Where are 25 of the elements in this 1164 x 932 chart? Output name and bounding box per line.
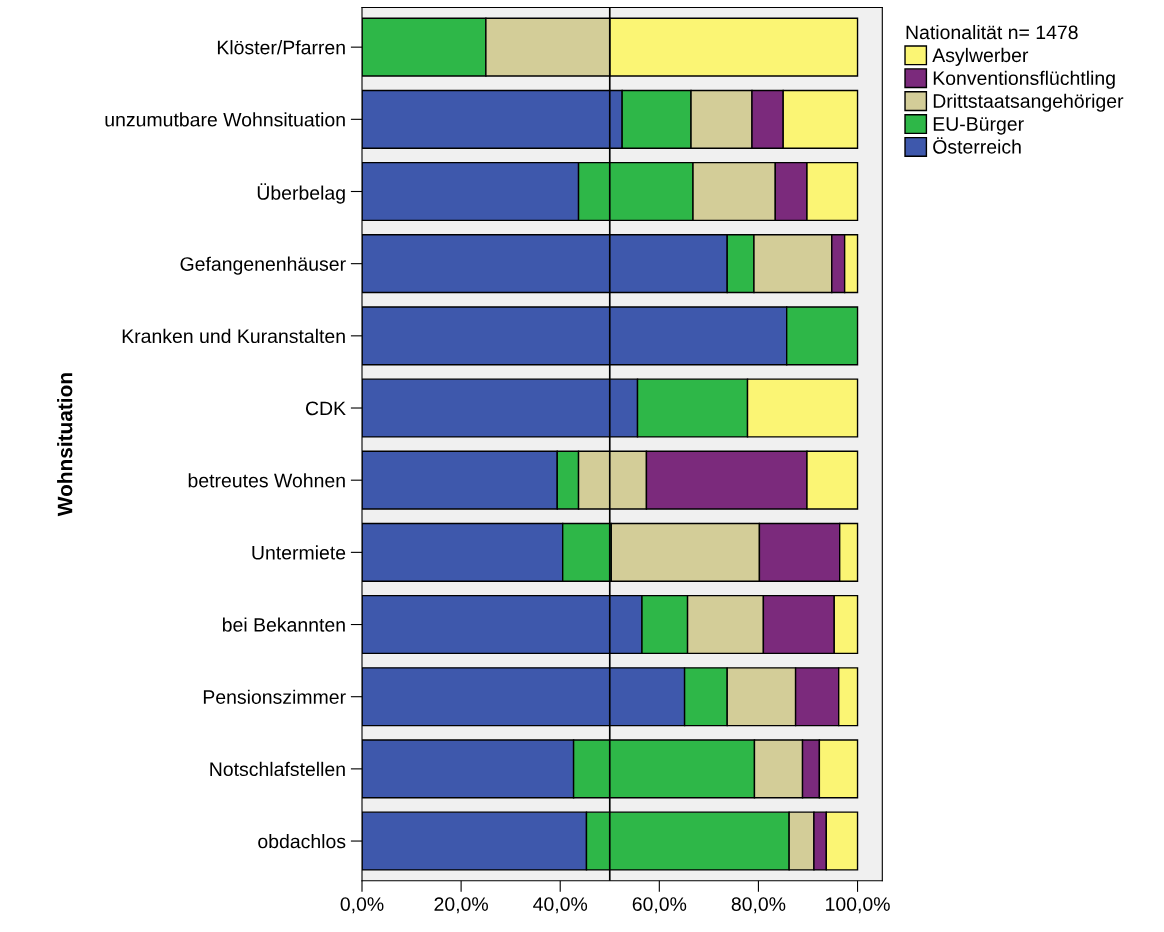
x-tick-label: 20,0% <box>434 897 488 914</box>
y-tick-label: betreutes Wohnen <box>188 473 345 488</box>
y-axis-title: Wohnsituation <box>57 373 73 517</box>
y-tick-label: Kranken und Kuranstalten <box>122 328 345 344</box>
y-tick-label: bei Bekannten <box>222 617 345 632</box>
x-tick-label: 80,0% <box>731 897 786 914</box>
x-tick-label: 60,0% <box>632 897 687 914</box>
legend-label: Konventionsflüchtling <box>933 70 1115 89</box>
x-tick-label: 0,0% <box>340 897 384 914</box>
x-tick-label: 40,0% <box>533 897 588 914</box>
legend-label: EU-Bürger <box>933 117 1024 135</box>
y-tick-label: Gefangenenhäuser <box>180 256 346 275</box>
legend-title: Nationalität n= 1478 <box>906 24 1078 40</box>
y-tick-label: Pensionszimmer <box>203 689 346 704</box>
y-tick-label: Notschlafstellen <box>210 761 345 777</box>
legend-label: Österreich <box>933 137 1021 154</box>
y-tick-label: Überbelag <box>257 183 345 204</box>
y-tick-label: obdachlos <box>258 834 346 849</box>
y-tick-label: CDK <box>305 401 346 416</box>
y-tick-label: Untermiete <box>252 545 346 560</box>
y-tick-label: Klöster/Pfarren <box>217 40 345 55</box>
x-tick-label: 100,0% <box>826 897 890 914</box>
y-tick-label: unzumutbare Wohnsituation <box>105 112 345 127</box>
legend-label: Drittstaatsangehöriger <box>933 93 1124 112</box>
legend-label: Asylwerber <box>932 47 1029 66</box>
